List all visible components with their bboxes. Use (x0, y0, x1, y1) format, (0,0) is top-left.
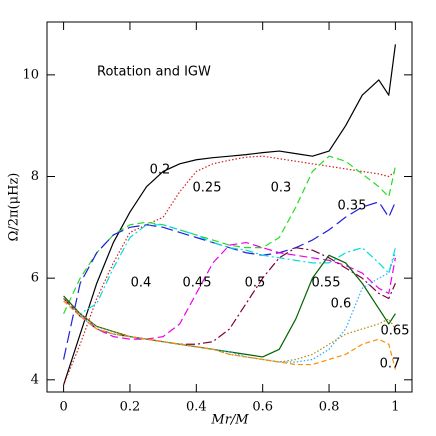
x-tick-label: 1 (391, 400, 399, 415)
x-tick-label: 0.6 (252, 400, 273, 415)
plot-frame (46, 21, 413, 393)
series-line (63, 155, 396, 386)
annotation: Rotation and IGW (97, 65, 211, 80)
y-tick-label: 4 (31, 372, 39, 387)
series-line (63, 241, 396, 340)
series-label: 0.55 (312, 276, 341, 291)
x-tick-label: 0.4 (186, 400, 207, 415)
series-label: 0.3 (271, 181, 292, 196)
x-tick-label: 0 (59, 400, 67, 415)
y-axis-label: Ω/2π(μHz) (7, 173, 22, 242)
series-label: 0.2 (150, 163, 171, 178)
series-label: 0.5 (245, 276, 266, 291)
series-label: 0.6 (331, 297, 352, 312)
series-label: 0.4 (131, 276, 152, 291)
series-line (63, 300, 396, 370)
series-label: 0.25 (193, 181, 222, 196)
x-tick-label: 0.2 (120, 400, 141, 415)
series-line (63, 252, 396, 363)
series-label: 0.45 (183, 276, 212, 291)
series-label: 0.7 (380, 357, 401, 372)
series-line (63, 155, 396, 314)
series-line (63, 201, 396, 360)
series-label: 0.35 (338, 199, 367, 214)
y-tick-label: 6 (31, 271, 39, 286)
series-line (63, 44, 397, 386)
series-line (63, 254, 396, 358)
x-axis-label: Mr/M (210, 413, 249, 428)
series-label: 0.65 (381, 324, 410, 339)
x-tick-label: 0.8 (319, 400, 340, 415)
y-tick-label: 10 (22, 67, 39, 82)
y-tick-label: 8 (31, 169, 39, 184)
series-line (63, 224, 396, 315)
